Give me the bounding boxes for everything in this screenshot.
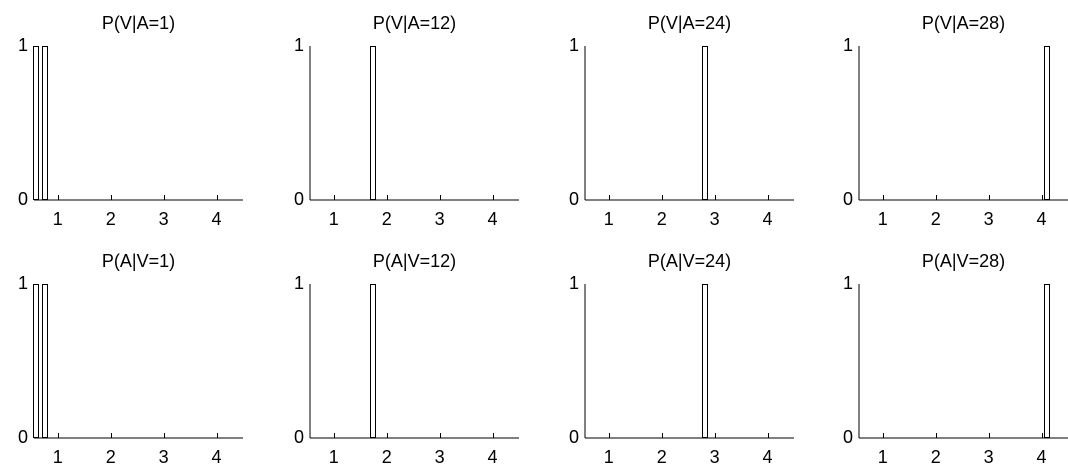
x-tick-label: 2 — [657, 447, 667, 467]
x-tick-label: 2 — [657, 209, 667, 229]
panel-title: P(V|A=12) — [373, 13, 456, 33]
x-tick-label: 2 — [931, 447, 941, 467]
chart-panel-1: P(V|A=1) 0 1 1 2 3 4 — [18, 13, 243, 229]
x-tick-label: 4 — [212, 209, 222, 229]
x-tick-label: 3 — [710, 209, 720, 229]
x-tick-label: 3 — [159, 447, 169, 467]
chart-panel-3: P(V|A=24) 0 1 1 2 3 4 — [569, 13, 794, 229]
x-tick-label: 2 — [931, 209, 941, 229]
x-tick-label: 4 — [488, 209, 498, 229]
x-tick-label: 2 — [382, 447, 392, 467]
y-tick-label: 1 — [569, 35, 579, 55]
y-tick-label: 0 — [569, 189, 579, 209]
y-tick-label: 0 — [18, 189, 28, 209]
panel-title: P(V|A=28) — [922, 13, 1005, 33]
x-tick-label: 1 — [329, 209, 339, 229]
panel-title: P(A|V=12) — [373, 251, 456, 271]
y-tick-label: 0 — [294, 427, 304, 447]
bar — [33, 46, 39, 200]
x-tick-label: 2 — [106, 447, 116, 467]
chart-panel-8: P(A|V=28) 0 1 1 2 3 4 — [843, 251, 1068, 467]
chart-panel-4: P(V|A=28) 0 1 1 2 3 4 — [843, 13, 1068, 229]
panel-title: P(V|A=1) — [102, 13, 175, 33]
y-tick-label: 0 — [569, 427, 579, 447]
bar — [702, 46, 708, 200]
x-tick-label: 1 — [604, 447, 614, 467]
x-tick-label: 3 — [984, 209, 994, 229]
bar — [702, 284, 708, 438]
x-tick-label: 4 — [763, 209, 773, 229]
chart-panel-5: P(A|V=1) 0 1 1 2 3 4 — [18, 251, 243, 467]
x-tick-label: 2 — [382, 209, 392, 229]
x-tick-label: 4 — [1037, 209, 1047, 229]
y-tick-label: 1 — [294, 35, 304, 55]
panel-title: P(A|V=24) — [648, 251, 731, 271]
x-tick-label: 1 — [878, 447, 888, 467]
y-tick-label: 1 — [18, 35, 28, 55]
x-tick-label: 1 — [53, 447, 63, 467]
chart-panel-2: P(V|A=12) 0 1 1 2 3 4 — [294, 13, 519, 229]
x-tick-label: 2 — [106, 209, 116, 229]
x-tick-label: 3 — [159, 209, 169, 229]
bar — [42, 284, 48, 438]
chart-panel-6: P(A|V=12) 0 1 1 2 3 4 — [294, 251, 519, 467]
y-tick-label: 1 — [569, 273, 579, 293]
bar — [1044, 46, 1050, 200]
x-tick-label: 3 — [435, 209, 445, 229]
bar — [1044, 284, 1050, 438]
y-tick-label: 1 — [843, 273, 853, 293]
x-tick-label: 1 — [329, 447, 339, 467]
x-tick-label: 1 — [878, 209, 888, 229]
panel-title: P(V|A=24) — [648, 13, 731, 33]
x-tick-label: 4 — [763, 447, 773, 467]
x-tick-label: 3 — [984, 447, 994, 467]
bar — [370, 46, 376, 200]
panel-title: P(A|V=28) — [922, 251, 1005, 271]
y-tick-label: 1 — [294, 273, 304, 293]
chart-panel-7: P(A|V=24) 0 1 1 2 3 4 — [569, 251, 794, 467]
y-tick-label: 0 — [843, 189, 853, 209]
x-tick-label: 1 — [604, 209, 614, 229]
panel-title: P(A|V=1) — [102, 251, 175, 271]
bar — [42, 46, 48, 200]
x-tick-label: 1 — [53, 209, 63, 229]
y-tick-label: 0 — [843, 427, 853, 447]
y-tick-label: 1 — [843, 35, 853, 55]
bar — [370, 284, 376, 438]
x-tick-label: 3 — [435, 447, 445, 467]
x-tick-label: 3 — [710, 447, 720, 467]
bar — [33, 284, 39, 438]
x-tick-label: 4 — [1037, 447, 1047, 467]
x-tick-label: 4 — [212, 447, 222, 467]
y-tick-label: 1 — [18, 273, 28, 293]
y-tick-label: 0 — [18, 427, 28, 447]
x-tick-label: 4 — [488, 447, 498, 467]
y-tick-label: 0 — [294, 189, 304, 209]
